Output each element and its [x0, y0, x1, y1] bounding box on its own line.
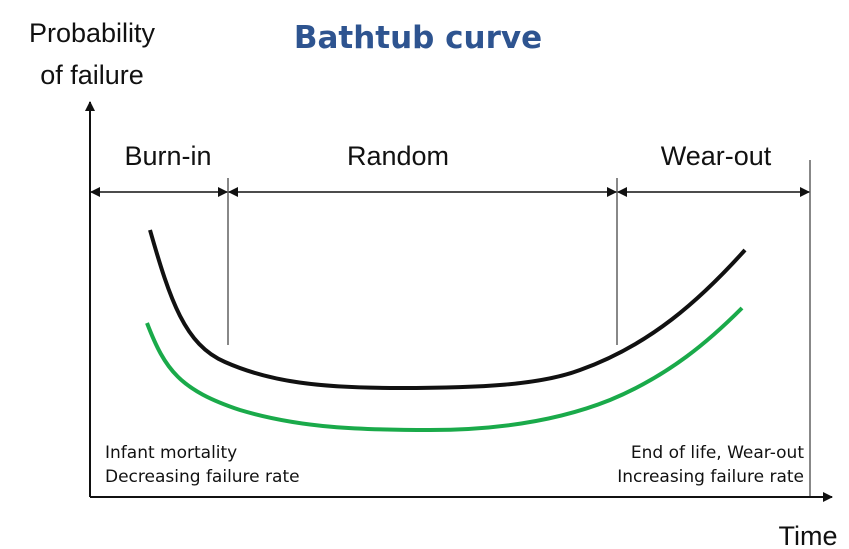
title: Bathtub curve	[294, 20, 542, 56]
y-axis-label: Probability	[29, 18, 156, 48]
x-axis-label: Time	[779, 521, 838, 549]
region-label: Random	[347, 141, 449, 171]
region-label: Wear-out	[661, 141, 772, 171]
region-label: Burn-in	[124, 141, 211, 171]
note: Increasing failure rate	[617, 467, 804, 487]
note: Decreasing failure rate	[105, 467, 300, 487]
failure-curve	[145, 306, 744, 433]
note: End of life, Wear-out	[631, 443, 804, 463]
failure-curve	[148, 229, 747, 391]
note: Infant mortality	[105, 443, 237, 463]
y-axis-label: of failure	[40, 60, 144, 90]
